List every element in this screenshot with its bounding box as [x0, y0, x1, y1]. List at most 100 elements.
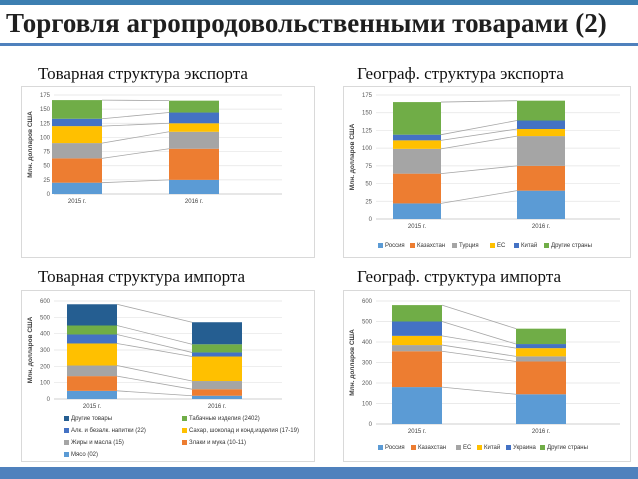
- legend-label: Россия: [385, 243, 405, 249]
- y-tick-label: 25: [365, 199, 372, 205]
- bar-segment: [516, 356, 566, 362]
- y-tick-label: 0: [369, 422, 373, 428]
- x-tick-label: 2016 г.: [532, 429, 550, 435]
- y-tick-label: 175: [362, 93, 373, 99]
- series-connector-line: [116, 365, 193, 382]
- bar-segment: [192, 381, 242, 390]
- bar-segment: [392, 351, 442, 388]
- bar-segment: [516, 348, 566, 357]
- series-connector-line: [440, 165, 518, 175]
- legend-item: Россия: [378, 444, 405, 452]
- bar-segment: [67, 365, 117, 377]
- legend-swatch: [514, 242, 519, 248]
- bar-segment: [192, 395, 242, 399]
- legend-item: Турция: [452, 242, 479, 250]
- y-axis-label: Млн. долларов США: [349, 123, 356, 190]
- y-tick-label: 150: [362, 111, 373, 117]
- export-geo-title: Географ. структура экспорта: [357, 64, 564, 83]
- bar-segment: [392, 305, 442, 322]
- export-geo-legend: Россия Казахстан Турция ЕС Китай Другие стран…: [344, 87, 632, 259]
- legend-swatch: [410, 242, 415, 248]
- y-tick-label: 300: [362, 361, 373, 367]
- legend-swatch: [506, 444, 511, 450]
- y-tick-label: 175: [40, 93, 51, 99]
- legend-item: Россия: [378, 242, 405, 250]
- legend-swatch: [378, 242, 383, 248]
- bar-segment: [393, 102, 441, 135]
- bar-segment: [516, 328, 566, 345]
- legend-item: Другие товары: [64, 415, 112, 423]
- series-connector-line: [101, 122, 170, 127]
- bar-segment: [393, 134, 441, 141]
- legend-item: Казахстан: [410, 242, 445, 250]
- legend-swatch: [456, 444, 461, 450]
- y-tick-label: 200: [362, 381, 373, 387]
- legend-label: Другие страны: [551, 243, 592, 249]
- bar-segment: [52, 118, 102, 127]
- bar-segment: [516, 394, 566, 424]
- bar-segment: [169, 148, 219, 180]
- series-connector-line: [440, 135, 518, 150]
- bar-segment: [516, 361, 566, 395]
- export-geo-plot: 0 25 50 75 100 125 150 175 Млн. долларов США 2015…: [349, 93, 620, 230]
- y-tick-label: 400: [362, 340, 373, 346]
- bar-segment: [392, 335, 442, 346]
- legend-label: Жиры и масла (15): [71, 440, 124, 446]
- y-tick-label: 0: [47, 192, 51, 198]
- legend-item: Другие страны: [544, 242, 592, 250]
- bar-segment: [52, 182, 102, 194]
- legend-label: Табачные изделия (2402): [189, 416, 260, 422]
- y-axis-label: Млн. долларов США: [349, 329, 356, 396]
- bar-segment: [169, 131, 219, 149]
- legend-label: Алк. и безалк. напитки (22): [71, 428, 146, 434]
- legend-swatch: [477, 444, 482, 450]
- bar-segment: [67, 304, 117, 326]
- legend-swatch: [544, 242, 549, 248]
- y-tick-label: 100: [40, 381, 51, 387]
- legend-swatch: [378, 444, 383, 450]
- series-connector-line: [116, 334, 193, 353]
- y-tick-label: 0: [369, 217, 373, 223]
- series-connector-line: [440, 190, 518, 204]
- y-tick-label: 75: [43, 150, 50, 156]
- y-tick-label: 100: [40, 135, 51, 141]
- series-connector-line: [116, 375, 193, 390]
- series-connector-line: [441, 350, 517, 362]
- import-geo-chart: 0 100 200 300 400 500 600 Млн. долларов США 2015…: [343, 290, 631, 462]
- legend-item: ЕС: [456, 444, 471, 452]
- x-tick-label: 2015 г.: [83, 404, 101, 410]
- bar-segment: [517, 136, 565, 166]
- bar-segment: [393, 148, 441, 174]
- legend-item: Украина: [506, 444, 536, 452]
- legend-swatch: [64, 439, 69, 445]
- import-commodity-legend: Другие товары Табачные изделия (2402) Алк.…: [22, 291, 316, 463]
- import-geo-legend: Россия Казахстан ЕС Китай Украина Другие стра…: [344, 291, 632, 463]
- y-tick-label: 25: [43, 178, 50, 184]
- legend-swatch: [64, 451, 69, 457]
- legend-swatch: [540, 444, 545, 450]
- series-connector-line: [440, 128, 518, 141]
- legend-label: Казахстан: [418, 445, 447, 451]
- series-connector-line: [101, 112, 170, 120]
- y-tick-label: 75: [365, 164, 372, 170]
- bar-segment: [393, 203, 441, 219]
- series-connector-line: [101, 131, 170, 144]
- y-axis-label: Млн. долларов США: [27, 111, 34, 178]
- y-tick-label: 150: [40, 107, 51, 113]
- legend-swatch: [182, 427, 187, 433]
- y-tick-label: 100: [362, 146, 373, 152]
- bar-segment: [67, 376, 117, 391]
- slide-title: Торговля агропродовольственными товарами…: [0, 4, 638, 46]
- legend-label: Злаки и мука (10-11): [189, 440, 246, 446]
- bar-segment: [392, 345, 442, 352]
- top-accent-bar: [0, 0, 638, 5]
- bar-segment: [52, 158, 102, 183]
- legend-label: Другие страны: [547, 445, 588, 451]
- bar-segment: [517, 120, 565, 130]
- legend-label: Турция: [459, 243, 479, 249]
- y-tick-label: 50: [365, 182, 372, 188]
- y-tick-label: 200: [40, 364, 51, 370]
- legend-label: ЕС: [463, 445, 472, 451]
- series-connector-line: [116, 390, 193, 397]
- bar-segment: [392, 321, 442, 336]
